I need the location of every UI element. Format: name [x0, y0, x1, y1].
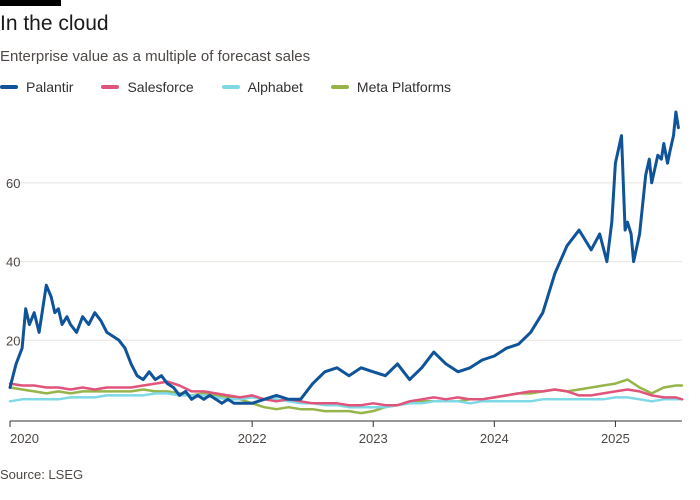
legend-item-meta-platforms: Meta Platforms — [330, 79, 452, 95]
series-line-alphabet — [8, 392, 684, 409]
chart-title: In the cloud — [0, 12, 109, 35]
x-tick-label-2022: 2022 — [238, 431, 267, 446]
x-tick-label-2024: 2024 — [480, 431, 509, 446]
series-line-palantir — [8, 110, 680, 405]
x-tick-label-2020: 2020 — [10, 431, 39, 446]
legend-label-alphabet: Alphabet — [247, 79, 303, 95]
y-tick-label-60: 60 — [6, 176, 20, 191]
legend-label-meta-platforms: Meta Platforms — [356, 79, 452, 95]
legend-swatch-salesforce — [101, 85, 120, 89]
chart-subtitle: Enterprise value as a multiple of foreca… — [0, 48, 311, 65]
x-tick-label-2023: 2023 — [359, 431, 388, 446]
legend-label-salesforce: Salesforce — [127, 79, 194, 95]
y-tick-label-40: 40 — [6, 255, 20, 270]
series-line-meta-platforms — [8, 378, 684, 415]
legend-item-palantir: Palantir — [0, 79, 73, 95]
brand-top-rule — [0, 0, 61, 6]
legend-item-alphabet: Alphabet — [221, 79, 303, 95]
x-tick-label-2025: 2025 — [601, 431, 630, 446]
legend: Palantir Salesforce Alphabet Meta Platfo… — [0, 79, 479, 95]
y-tick-label-20: 20 — [6, 333, 20, 348]
legend-swatch-palantir — [0, 85, 18, 89]
source-note: Source: LSEG — [0, 467, 84, 482]
legend-item-salesforce: Salesforce — [101, 79, 194, 95]
legend-label-palantir: Palantir — [26, 79, 74, 95]
series-line-salesforce — [8, 380, 684, 407]
legend-swatch-alphabet — [221, 85, 240, 89]
legend-swatch-meta-platforms — [330, 85, 349, 89]
